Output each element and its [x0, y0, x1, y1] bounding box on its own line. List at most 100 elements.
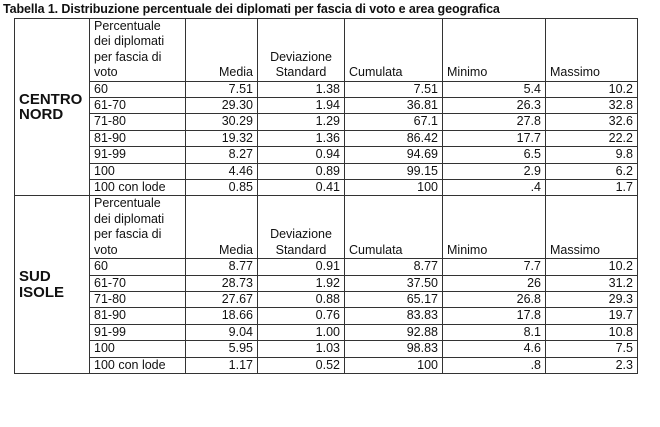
- cell-deviazione: 1.36: [257, 129, 345, 148]
- distribution-table: CENTRO NORD Percentuale dei diplomati per fa…: [14, 17, 638, 374]
- cell-minimo: 17.7: [442, 129, 546, 148]
- table-row: 81-90 19.32 1.36 86.42 17.7 22.2: [15, 129, 638, 148]
- cell-fascia: 100: [89, 340, 186, 358]
- cell-fascia: 71-80: [89, 113, 186, 131]
- cell-minimo: 8.1: [442, 323, 546, 342]
- cell-fascia: 60: [89, 258, 186, 276]
- cell-minimo: .4: [442, 179, 546, 197]
- table-row: 91-99 9.04 1.00 92.88 8.1 10.8: [15, 323, 638, 342]
- cell-deviazione: 1.00: [257, 323, 345, 342]
- header-media: Media: [185, 195, 258, 260]
- cell-media: 28.73: [185, 274, 258, 292]
- cell-cumulata: 100: [344, 179, 443, 197]
- table-row: 91-99 8.27 0.94 94.69 6.5 9.8: [15, 146, 638, 164]
- cell-deviazione: 0.88: [257, 290, 345, 309]
- header-deviazione-line: Standard: [275, 65, 327, 80]
- table-row: 60 7.51 1.38 7.51 5.4 10.2: [15, 80, 638, 99]
- cell-minimo: 7.7: [442, 258, 546, 276]
- table-caption: Tabella 1. Distribuzione percentuale dei…: [3, 2, 500, 16]
- header-fascia-line: per fascia di: [94, 49, 162, 64]
- area-label-line: NORD: [19, 106, 64, 124]
- cell-massimo: 19.7: [545, 307, 638, 325]
- header-deviazione: Deviazione Standard: [257, 18, 345, 82]
- header-minimo-label: Minimo: [447, 242, 488, 257]
- cell-deviazione: 1.03: [257, 340, 345, 358]
- cell-cumulata: 8.77: [344, 258, 443, 276]
- cell-media: 9.04: [185, 323, 258, 342]
- cell-cumulata: 36.81: [344, 97, 443, 115]
- header-media-label: Media: [218, 242, 253, 257]
- cell-fascia: 91-99: [89, 323, 186, 342]
- cell-cumulata: 65.17: [344, 290, 443, 309]
- cell-massimo: 31.2: [545, 274, 638, 292]
- header-massimo: Massimo: [545, 18, 638, 82]
- table-row: 100 con lode 0.85 0.41 100.4 1.7: [15, 179, 638, 197]
- cell-deviazione: 0.52: [257, 356, 345, 374]
- cell-cumulata: 94.69: [344, 146, 443, 164]
- cell-deviazione: 1.38: [257, 80, 345, 99]
- cell-media: 5.95: [185, 340, 258, 358]
- header-massimo-label: Massimo: [550, 242, 601, 257]
- header-media: Media: [185, 18, 258, 82]
- header-cumulata-label: Cumulata: [349, 65, 403, 80]
- header-row: SUD ISOLE Percentuale dei diplomati per fasc…: [14, 195, 638, 374]
- cell-minimo: 17.8: [442, 307, 546, 325]
- cell-massimo: 10.2: [545, 258, 638, 276]
- header-fascia-line: dei diplomati: [94, 34, 165, 49]
- table-body: CENTRO NORD Percentuale dei diplomati per fa…: [14, 17, 638, 374]
- cell-minimo: 4.6: [442, 340, 546, 358]
- cell-massimo: 29.3: [545, 290, 638, 309]
- cell-fascia: 100 con lode: [89, 179, 186, 197]
- cell-media: 27.67: [185, 290, 258, 309]
- cell-minimo: 2.9: [442, 162, 546, 181]
- header-fascia-line: voto: [94, 242, 118, 257]
- cell-media: 19.32: [185, 129, 258, 148]
- header-fascia: Percentuale dei diplomati per fascia di vot…: [89, 195, 186, 260]
- area-label-line: ISOLE: [19, 283, 65, 301]
- cell-deviazione: 0.89: [257, 162, 345, 181]
- cell-minimo: 26: [442, 274, 546, 292]
- header-cumulata: Cumulata: [344, 195, 443, 260]
- header-minimo: Minimo: [442, 195, 546, 260]
- header-fascia: Percentuale dei diplomati per fascia di vot…: [89, 18, 186, 82]
- cell-minimo: 27.8: [442, 113, 546, 131]
- area-label: CENTRO NORD: [14, 17, 90, 197]
- cell-deviazione: 0.76: [257, 307, 345, 325]
- cell-deviazione: 0.91: [257, 258, 345, 276]
- cell-media: 29.30: [185, 97, 258, 115]
- cell-deviazione: 1.94: [257, 97, 345, 115]
- cell-massimo: 10.8: [545, 323, 638, 342]
- header-row: CENTRO NORD Percentuale dei diplomati per fa…: [14, 17, 638, 197]
- table-row: 81-90 18.66 0.76 83.83 17.8 19.7: [15, 307, 638, 325]
- cell-minimo: 5.4: [442, 80, 546, 99]
- cell-cumulata: 98.83: [344, 340, 443, 358]
- cell-fascia: 91-99: [89, 146, 186, 164]
- cell-massimo: 1.7: [545, 179, 638, 197]
- area-label: SUD ISOLE: [14, 195, 90, 374]
- header-cumulata-label: Cumulata: [349, 242, 403, 257]
- cell-cumulata: 7.51: [344, 80, 443, 99]
- cell-massimo: 2.3: [545, 356, 638, 374]
- header-deviazione: Deviazione Standard: [257, 195, 345, 260]
- cell-cumulata: 67.1: [344, 113, 443, 131]
- cell-minimo: .8: [442, 356, 546, 374]
- cell-massimo: 32.6: [545, 113, 638, 131]
- header-cumulata: Cumulata: [344, 18, 443, 82]
- area-label-line: CENTRO: [19, 90, 83, 108]
- cell-fascia: 100 con lode: [89, 356, 186, 374]
- header-massimo: Massimo: [545, 195, 638, 260]
- cell-deviazione: 0.94: [257, 146, 345, 164]
- cell-deviazione: 0.41: [257, 179, 345, 197]
- header-massimo-label: Massimo: [550, 65, 601, 80]
- cell-media: 1.17: [185, 356, 258, 374]
- cell-cumulata: 99.15: [344, 162, 443, 181]
- cell-deviazione: 1.29: [257, 113, 345, 131]
- table-row: 71-80 30.29 1.29 67.1 27.8 32.6: [15, 113, 638, 131]
- cell-media: 7.51: [185, 80, 258, 99]
- cell-massimo: 7.5: [545, 340, 638, 358]
- cell-media: 8.27: [185, 146, 258, 164]
- cell-media: 0.85: [185, 179, 258, 197]
- cell-minimo: 6.5: [442, 146, 546, 164]
- cell-minimo: 26.3: [442, 97, 546, 115]
- table-row: 100 con lode 1.17 0.52 100.8 2.3: [15, 356, 638, 374]
